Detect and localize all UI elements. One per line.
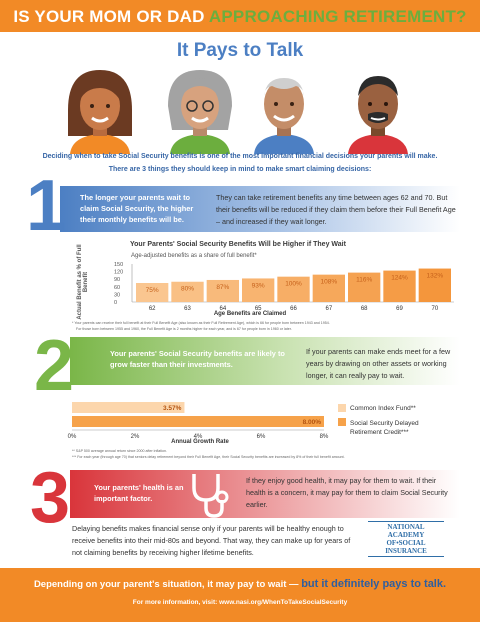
chart2-xtick: 6% (257, 434, 266, 440)
parent-face-1 (68, 70, 132, 154)
parent-face-3 (254, 78, 314, 154)
footer-bar: Depending on your parent's situation, it… (0, 568, 480, 622)
chart1-bar-label: 116% (356, 277, 372, 284)
parent-face-2 (168, 70, 232, 154)
chart1-xtick: 63 (184, 306, 191, 312)
footer-link[interactable]: For more information, visit: www.nasi.or… (132, 599, 348, 606)
chart1-bar (171, 281, 204, 302)
chart1-bar-label: 124% (391, 275, 408, 282)
title-part1: IS YOUR MOM OR DAD (13, 7, 205, 26)
section1-side-text: They can take retirement benefits any ti… (216, 193, 456, 226)
chart1-xlabel: Age Benefits are Claimed (213, 311, 287, 317)
section2-footnote-1: ** S&P 500 average annual return since 2… (72, 449, 168, 453)
chart1-xtick: 66 (290, 306, 297, 312)
footer-message: Depending on your parent's situation, it… (0, 578, 480, 590)
chart1-bar (383, 270, 416, 302)
chart1-xtick: 62 (149, 306, 156, 312)
section2-band (70, 337, 460, 385)
chart1-title: Your Parents' Social Security Benefits W… (130, 241, 346, 248)
chart1-bar (277, 276, 310, 302)
section3-band (70, 470, 460, 518)
chart1-subtitle: Age-adjusted benefits as a share of full… (131, 253, 257, 259)
page-title: IS YOUR MOM OR DAD APPROACHING RETIREMEN… (0, 7, 480, 27)
logo-line-1: NATIONAL (368, 521, 444, 531)
chart2-xtick: 4% (194, 434, 203, 440)
chart1-ytick: 60 (114, 285, 120, 291)
stethoscope-icon (192, 474, 229, 518)
chart1-xtick: 65 (255, 306, 262, 312)
chart1-xtick: 70 (431, 306, 438, 312)
chart1-bar-label: 80% (181, 286, 194, 293)
chart1-bar (418, 268, 451, 302)
section3-body-text: Delaying benefits makes financial sense … (72, 524, 351, 557)
parents-illustration (68, 70, 408, 154)
chart1-xtick: 68 (361, 306, 368, 312)
chart1-bar (312, 274, 345, 302)
section3-side-text: If they enjoy good health, it may pay fo… (246, 476, 448, 509)
footer-text: Depending on your parent's situation, it… (33, 579, 299, 590)
chart1-bar-label: 108% (321, 279, 338, 286)
chart2-bar (72, 416, 324, 427)
legend-delayed-credit: Social Security Delayed Retirement Credi… (350, 420, 419, 436)
chart1-bar-label: 93% (252, 282, 265, 289)
legend-index-fund: Common Index Fund** (350, 405, 416, 412)
chart2-bar (72, 402, 185, 413)
chart1-ytick: 30 (114, 292, 120, 298)
chart1-bar (348, 272, 381, 302)
chart2-xtick: 2% (131, 434, 140, 440)
chart1-bar-label: 100% (285, 281, 302, 288)
section2-footnote-2: *** For each year (through age 70) that … (72, 455, 345, 459)
chart1-ytick: 120 (114, 270, 123, 276)
logo-line-3: OF•SOCIAL (386, 539, 426, 547)
chart2-bar-label: 8.00% (303, 419, 322, 426)
legend-swatch-delayed-credit (338, 418, 346, 426)
chart2-bar-label: 3.57% (163, 405, 182, 412)
chart1-bar-label: 87% (216, 284, 229, 291)
legend-swatch-index-fund (338, 404, 346, 412)
growth-rate-bar-chart: 3.57% 8.00% 0% 2% 4% 6% 8% (68, 402, 329, 440)
chart1-ytick: 150 (114, 262, 123, 268)
section1-band (60, 186, 460, 232)
section2-band-text: Your parents' Social Security benefits a… (110, 349, 285, 369)
section2-side-text: If your parents can make ends meet for a… (306, 347, 451, 380)
section1-number: 1 (26, 166, 67, 246)
chart1-bar (136, 283, 169, 302)
chart1-ytick: 0 (114, 300, 117, 306)
section1-band-text: The longer your parents wait to claim So… (80, 193, 194, 224)
chart1-ylabel: Actual Benefit as % of Full Benefit (77, 244, 89, 320)
page-subtitle: It Pays to Talk (176, 40, 304, 61)
chart1-bar (242, 278, 275, 302)
section3-number: 3 (30, 458, 71, 538)
chart1-xtick: 69 (396, 306, 403, 312)
chart1-ytick: 90 (114, 277, 120, 283)
header-bar: IS YOUR MOM OR DAD APPROACHING RETIREMEN… (0, 0, 480, 32)
title-part2: APPROACHING RETIREMENT? (208, 7, 467, 26)
chart2-xtick: 0% (68, 434, 77, 440)
nasi-logo: NATIONAL ACADEMY OF•SOCIAL INSURANCE (368, 521, 444, 557)
logo-line-2: ACADEMY (387, 531, 425, 539)
chart1-bar-label: 132% (427, 273, 444, 280)
chart1-xtick: 64 (219, 306, 226, 312)
chart2-xlabel: Annual Growth Rate (171, 439, 229, 445)
intro-line-1: Deciding when to take Social Security be… (42, 153, 438, 160)
section2-number: 2 (34, 326, 75, 406)
footer-emphasis: but it definitely pays to talk. (301, 578, 447, 590)
chart1-bar-label: 75% (146, 287, 159, 294)
section3-band-text: Your parents' health is an important fac… (94, 483, 184, 503)
logo-line-4: INSURANCE (368, 547, 444, 557)
intro-line-2: There are 3 things they should keep in m… (108, 166, 372, 173)
chart1-bar (206, 279, 239, 302)
chart1-xtick: 67 (325, 306, 332, 312)
chart2-xtick: 8% (320, 434, 329, 440)
section1-footnote-2: For those born between 1955 and 1960, th… (76, 327, 292, 331)
section1-footnote-1: * Your parents can receive their full be… (72, 321, 330, 325)
parent-face-4 (348, 76, 408, 154)
chart1-xticks: 62 63 64 65 66 67 68 69 70 (149, 306, 439, 312)
